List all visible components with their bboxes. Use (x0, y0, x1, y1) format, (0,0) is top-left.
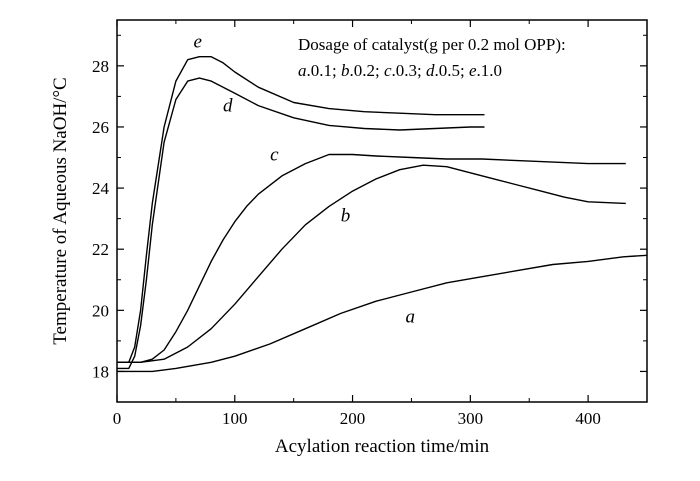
axis-tick-labels: 0 100 200 300 400 18 20 22 24 26 28 (92, 57, 601, 428)
series-line-d (117, 77, 485, 370)
y-tick-label: 18 (92, 362, 109, 381)
series-group (117, 56, 648, 373)
curve-labels: a b c d e (194, 32, 415, 328)
y-tick-label: 20 (92, 301, 109, 320)
curve-label-d: d (223, 96, 233, 117)
curve-label-c: c (270, 145, 279, 166)
legend-letter-e: e (469, 61, 477, 80)
legend-value-e: 1.0 (481, 61, 502, 80)
curve-label-b: b (341, 206, 351, 227)
x-tick-label: 300 (458, 409, 484, 428)
legend-value-a: 0.1 (311, 61, 332, 80)
legend-letter-b: b (341, 61, 350, 80)
series-line-e (117, 56, 485, 363)
plot-frame (116, 19, 648, 403)
y-tick-label: 26 (92, 118, 109, 137)
x-tick-label: 400 (575, 409, 601, 428)
y-axis-label: Temperature of Aqueous NaOH/°C (50, 77, 71, 344)
series-line-a (117, 254, 648, 373)
y-tick-label: 28 (92, 57, 109, 76)
legend-letter-c: c (384, 61, 392, 80)
legend-title: Dosage of catalyst(g per 0.2 mol OPP): (298, 35, 566, 54)
legend-value-c: 0.3 (396, 61, 417, 80)
x-tick-label: 100 (222, 409, 248, 428)
series-line-c (117, 153, 626, 363)
legend-entries: a.0.1; b.0.2; c.0.3; d.0.5; e.1.0 (298, 61, 502, 80)
x-tick-label: 0 (113, 409, 122, 428)
legend-letter-d: d (426, 61, 435, 80)
legend-letter-a: a (298, 61, 307, 80)
y-tick-label: 22 (92, 240, 109, 259)
series-line-b (117, 164, 626, 363)
axis-ticks (116, 20, 647, 402)
x-axis-label: Acylation reaction time/min (275, 436, 490, 457)
x-tick-label: 200 (340, 409, 366, 428)
curve-label-e: e (194, 32, 202, 53)
legend-value-b: 0.2 (354, 61, 375, 80)
y-tick-label: 24 (92, 179, 110, 198)
curve-label-a: a (406, 307, 416, 328)
legend-value-d: 0.5 (439, 61, 460, 80)
